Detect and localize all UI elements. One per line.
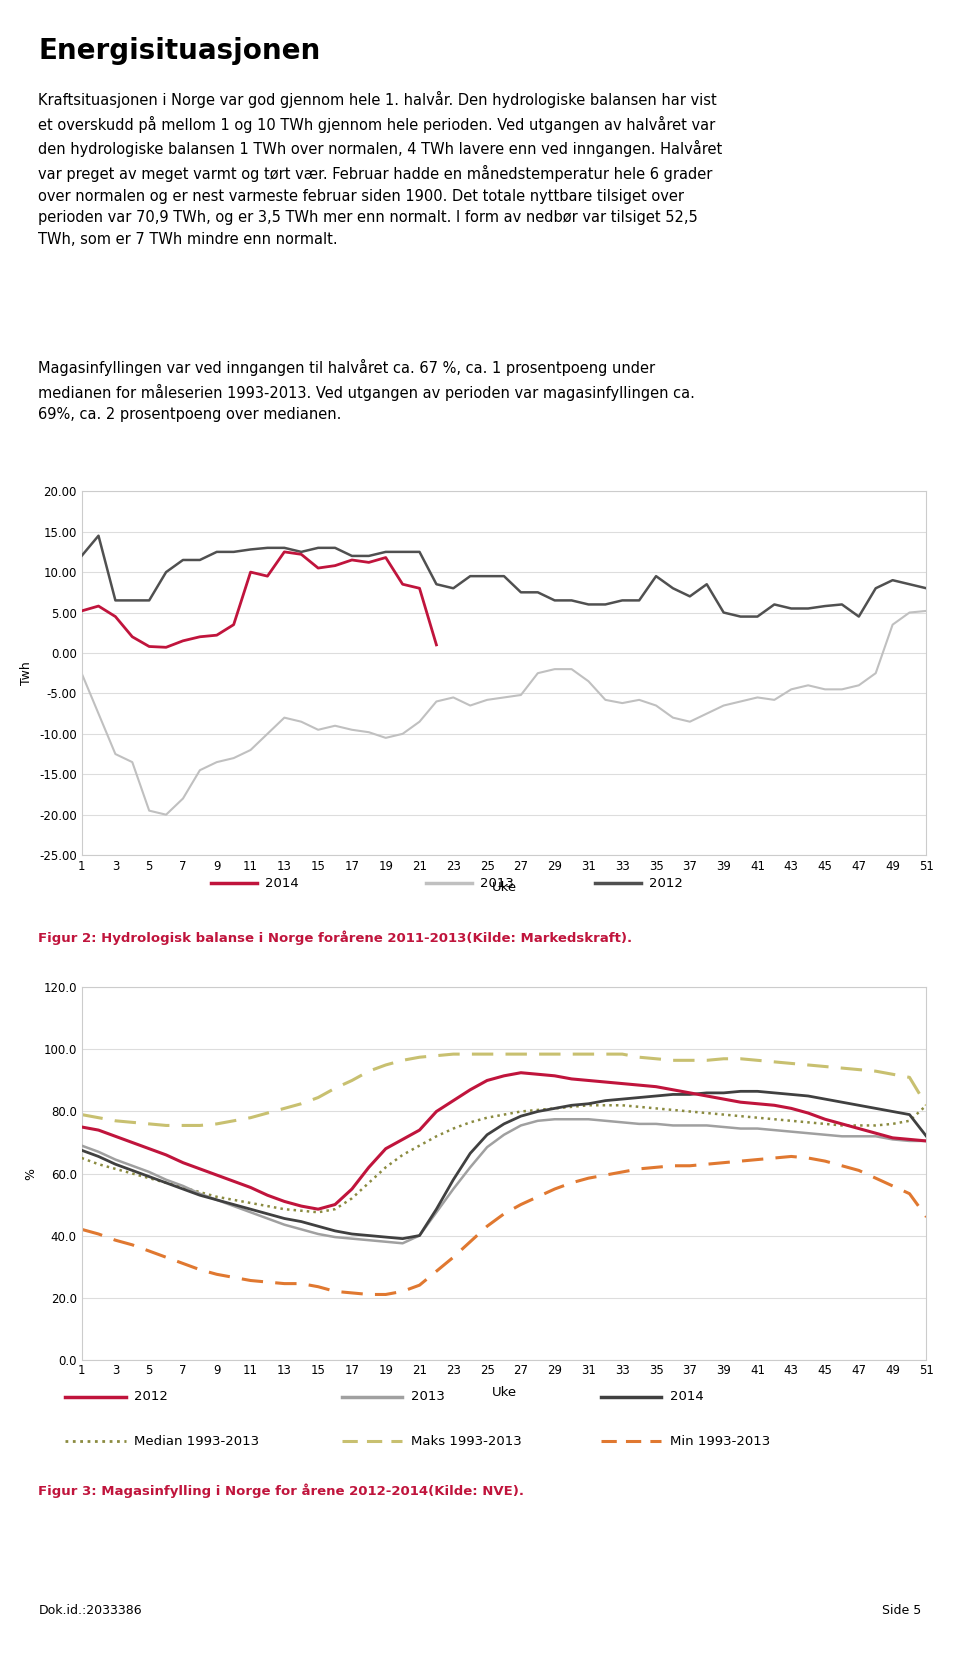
Text: Magasinfyllingen var ved inngangen til halvåret ca. 67 %, ca. 1 prosentpoeng und: Magasinfyllingen var ved inngangen til h… — [38, 359, 695, 422]
Text: 2013: 2013 — [411, 1391, 444, 1403]
Text: Min 1993-2013: Min 1993-2013 — [670, 1436, 770, 1447]
X-axis label: Uke: Uke — [492, 1386, 516, 1399]
Text: 2012: 2012 — [649, 877, 683, 890]
Text: Energisituasjonen: Energisituasjonen — [38, 36, 321, 65]
Y-axis label: Twh: Twh — [20, 662, 34, 685]
Text: Maks 1993-2013: Maks 1993-2013 — [411, 1436, 521, 1447]
Y-axis label: %: % — [25, 1168, 37, 1179]
Text: Dok.id.:2033386: Dok.id.:2033386 — [38, 1604, 142, 1618]
Text: 2012: 2012 — [134, 1391, 168, 1403]
Text: Figur 3: Magasinfylling i Norge for årene 2012-2014(Kilde: NVE).: Figur 3: Magasinfylling i Norge for åren… — [38, 1484, 524, 1497]
Text: Side 5: Side 5 — [882, 1604, 922, 1618]
Text: 2014: 2014 — [670, 1391, 704, 1403]
Text: 2013: 2013 — [480, 877, 514, 890]
X-axis label: Uke: Uke — [492, 882, 516, 895]
Text: Kraftsituasjonen i Norge var god gjennom hele 1. halvår. Den hydrologiske balans: Kraftsituasjonen i Norge var god gjennom… — [38, 91, 723, 246]
Text: Median 1993-2013: Median 1993-2013 — [134, 1436, 259, 1447]
Text: Figur 2: Hydrologisk balanse i Norge forårene 2011-2013(Kilde: Markedskraft).: Figur 2: Hydrologisk balanse i Norge for… — [38, 931, 633, 944]
Text: 2014: 2014 — [265, 877, 299, 890]
